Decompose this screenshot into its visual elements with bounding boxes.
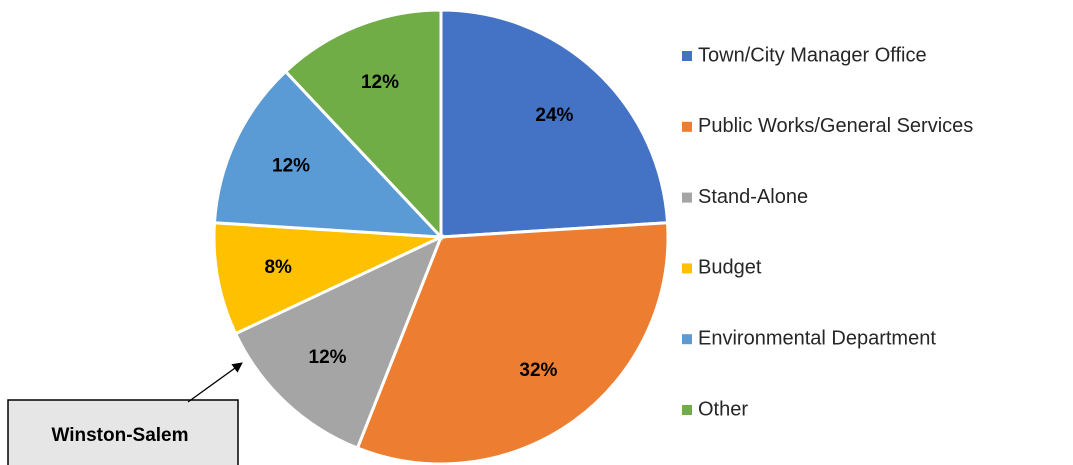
pie-slice: [439, 8, 670, 239]
annotation-arrow: [187, 362, 243, 403]
data-label: 12%: [272, 155, 310, 176]
legend-label: Stand-Alone: [698, 186, 808, 208]
legend-swatch: [682, 51, 692, 61]
pie-slice: [355, 221, 670, 465]
legend-swatch: [682, 405, 692, 415]
legend-swatch: [682, 121, 692, 132]
pie: [212, 8, 670, 465]
legend-label: Environmental Department: [698, 327, 936, 349]
data-label: 32%: [519, 360, 557, 381]
data-label: 8%: [264, 257, 292, 278]
pie-slice: [212, 221, 442, 336]
legend-label: Public Works/General Services: [698, 115, 973, 137]
legend-label: Town/City Manager Office: [698, 44, 927, 66]
data-label: 12%: [309, 347, 347, 368]
legend-swatch: [682, 263, 692, 274]
annotation-box: [7, 399, 239, 465]
pie-slice: [283, 8, 443, 241]
data-label: 12%: [361, 72, 399, 93]
annotation-text: Winston-Salem: [51, 425, 188, 446]
pie-slice: [233, 234, 444, 451]
pie-slice: [212, 69, 445, 239]
data-label: 24%: [535, 105, 573, 126]
legend-swatch: [682, 192, 692, 203]
legend-swatch: [682, 334, 692, 345]
legend-label: Other: [698, 398, 748, 420]
legend-label: Budget: [698, 257, 762, 279]
